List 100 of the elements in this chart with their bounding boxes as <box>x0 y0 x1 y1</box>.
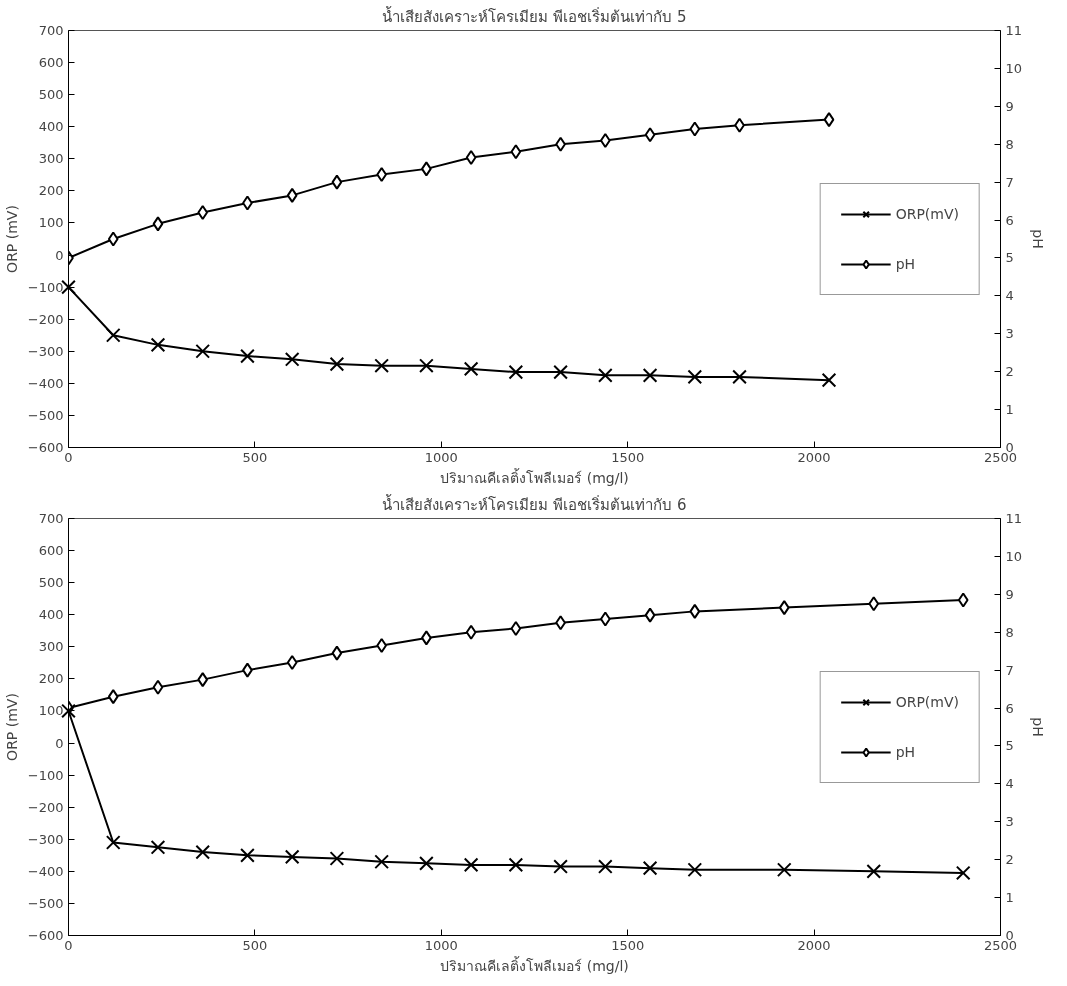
point <box>689 603 701 619</box>
y2-tick-label: 10 <box>1005 548 1023 564</box>
point <box>644 607 656 623</box>
x-tick-label: 1000 <box>424 449 458 465</box>
y-tick-label: −500 <box>27 895 64 911</box>
point <box>465 624 477 640</box>
y2-tick-label: 10 <box>1005 60 1023 76</box>
y-tick-label: −100 <box>27 767 64 783</box>
point <box>107 231 119 247</box>
y2-tick-label: 2 <box>1005 852 1014 868</box>
y-tick-label: 600 <box>38 543 64 559</box>
point <box>331 645 343 661</box>
y-tick-label: 700 <box>38 511 64 526</box>
y-tick-label: −200 <box>27 311 64 327</box>
point <box>597 859 613 874</box>
y2-tick-label: 6 <box>1005 700 1014 716</box>
point <box>778 600 790 616</box>
y2-tick-label: 11 <box>1005 23 1023 38</box>
y2-tick-label: 1 <box>1005 402 1014 418</box>
y2-tick-label: 4 <box>1005 288 1014 304</box>
x-tick-label: 2000 <box>797 937 831 953</box>
point <box>553 859 568 874</box>
point <box>152 216 164 232</box>
point <box>374 854 390 870</box>
y-tick-label: 700 <box>38 23 64 38</box>
x-tick-label: 500 <box>242 449 268 465</box>
point <box>376 638 387 653</box>
x-tick-label: 1000 <box>424 937 458 953</box>
x-tick-label: 2000 <box>797 449 831 465</box>
point <box>642 367 658 383</box>
point <box>195 844 211 860</box>
y2-tick-label: 7 <box>1005 174 1014 190</box>
point <box>465 150 477 165</box>
y2-tick-label: 2 <box>1005 364 1014 380</box>
y-tick-label: 200 <box>38 183 64 199</box>
point <box>61 279 76 295</box>
point <box>419 358 434 374</box>
point <box>374 358 390 374</box>
x-tick-label: 500 <box>242 937 268 953</box>
point <box>508 857 524 873</box>
y2-tick-label: 5 <box>1005 738 1014 754</box>
point <box>957 592 969 608</box>
y2-axis-title: pH <box>1030 717 1047 737</box>
point <box>107 689 119 705</box>
x-tick-label: 1500 <box>611 937 645 953</box>
y2-tick-label: 11 <box>1005 511 1023 526</box>
point <box>331 174 343 190</box>
y-tick-label: −300 <box>27 831 64 847</box>
point <box>284 351 300 367</box>
y-tick-label: 0 <box>55 735 64 751</box>
y-tick-label: −600 <box>27 928 64 943</box>
y-tick-label: 400 <box>38 119 64 135</box>
point <box>150 839 166 855</box>
point <box>329 851 345 866</box>
y2-tick-label: 4 <box>1005 776 1014 792</box>
chart-title: น้ำเสียสังเคราะห์โครเมียม พีเอชเริ่มต้นเท่ากับ 6 <box>382 493 687 514</box>
point <box>644 127 656 143</box>
legend-label: ORP(mV) <box>895 693 959 710</box>
point <box>286 187 298 203</box>
x-axis-title: ปริมาณคีเลติ้งโพลีเมอร์ (mg/l) <box>440 467 629 486</box>
point <box>463 361 479 377</box>
y-axis-title: ORP (mV) <box>3 205 20 273</box>
point <box>197 204 209 220</box>
y2-tick-label: 9 <box>1005 586 1014 602</box>
x-tick-label: 1500 <box>611 449 645 465</box>
y-tick-label: −100 <box>27 279 64 295</box>
y2-tick-label: 1 <box>1005 890 1014 906</box>
point <box>463 857 479 873</box>
point <box>866 863 882 879</box>
y2-tick-label: 8 <box>1005 136 1014 152</box>
point <box>284 849 300 865</box>
point <box>510 620 522 636</box>
point <box>150 337 166 353</box>
point <box>597 367 613 383</box>
point <box>687 369 703 385</box>
y2-axis-title: pH <box>1030 229 1047 249</box>
legend-label: pH <box>895 255 916 272</box>
y-tick-label: −400 <box>27 863 64 879</box>
point <box>823 112 835 128</box>
y-tick-label: −600 <box>27 440 64 455</box>
y2-tick-label: 9 <box>1005 98 1014 114</box>
point <box>553 364 568 380</box>
point <box>689 121 701 137</box>
point <box>329 356 345 372</box>
y2-tick-label: 5 <box>1005 250 1014 266</box>
point <box>955 865 971 881</box>
chart-title: น้ำเสียสังเคราะห์โครเมียม พีเอชเริ่มต้นเท่ากับ 5 <box>382 5 687 26</box>
y-tick-label: −400 <box>27 375 64 391</box>
point <box>105 327 121 343</box>
point <box>821 372 837 388</box>
y2-tick-label: 3 <box>1005 326 1014 342</box>
point <box>419 855 434 871</box>
y-tick-label: 500 <box>38 87 64 103</box>
y-tick-label: 300 <box>38 151 64 167</box>
legend-label: ORP(mV) <box>895 205 959 222</box>
point <box>642 860 658 876</box>
y2-tick-label: 3 <box>1005 814 1014 830</box>
y-tick-label: 100 <box>38 215 64 231</box>
y-tick-label: 500 <box>38 575 64 591</box>
y2-tick-label: 6 <box>1005 212 1014 228</box>
